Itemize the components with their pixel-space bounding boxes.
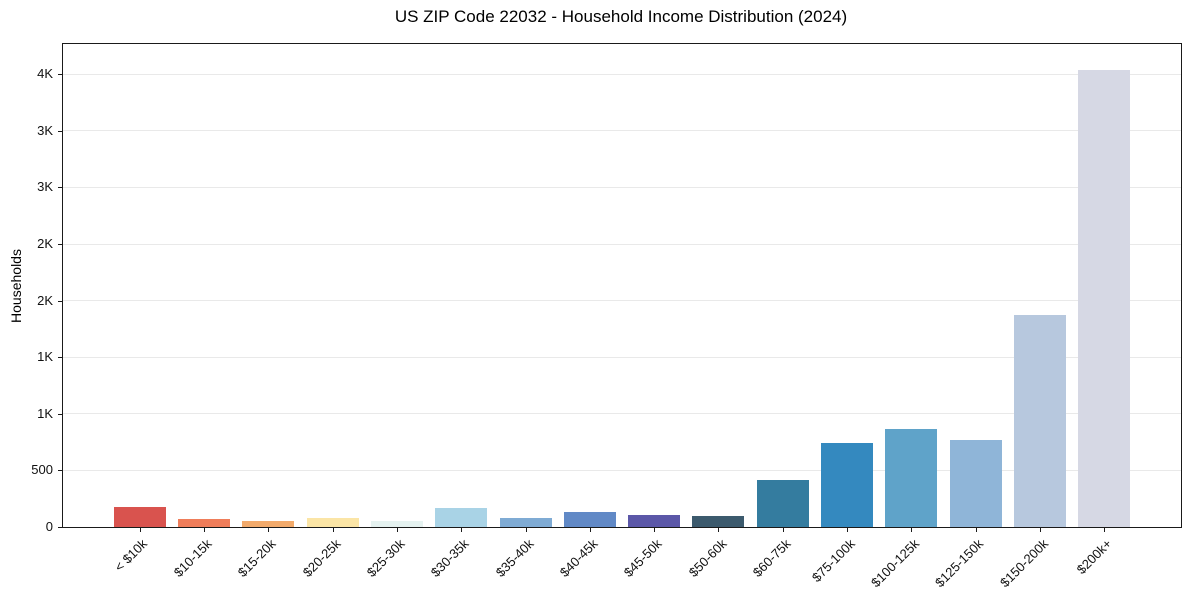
y-tick-label: 0: [45, 519, 53, 534]
gridline: [63, 413, 1181, 415]
chart-title: US ZIP Code 22032 - Household Income Dis…: [394, 7, 848, 26]
bar: [499, 518, 552, 527]
x-tick-label: < $10k: [111, 536, 151, 575]
y-tick-label: 500: [31, 462, 53, 478]
y-tick-mark: [58, 187, 62, 189]
bar: [821, 442, 874, 527]
y-axis-label: Households: [8, 249, 24, 323]
y-tick-label: 2K: [37, 292, 53, 308]
bar: [435, 507, 488, 527]
y-tick-label: 1K: [37, 349, 53, 365]
y-tick-mark: [58, 527, 62, 528]
x-tick-label: $10-15k: [170, 536, 215, 580]
x-tick-mark: [1104, 528, 1106, 532]
y-tick-mark: [58, 357, 62, 359]
x-tick-mark: [975, 528, 977, 532]
x-tick-mark: [782, 528, 784, 532]
y-tick-label: 3K: [37, 179, 53, 195]
x-tick-mark: [268, 528, 270, 532]
x-tick-label: $40-45k: [556, 536, 601, 580]
y-tick-mark: [58, 74, 62, 76]
x-tick-label: $35-40k: [492, 536, 537, 580]
gridline: [63, 300, 1181, 302]
bar: [885, 428, 938, 527]
bar: [306, 517, 359, 527]
x-tick-label: $20-25k: [299, 536, 344, 580]
y-tick-label: 2K: [37, 236, 53, 251]
gridline: [63, 186, 1181, 188]
gridline: [63, 73, 1181, 75]
bar: [949, 440, 1002, 527]
y-tick-mark: [58, 130, 62, 132]
bar: [692, 516, 745, 527]
x-tick-mark: [525, 528, 527, 532]
bar: [756, 480, 809, 527]
bar: [113, 507, 166, 527]
x-tick-mark: [847, 528, 849, 532]
bar: [177, 519, 230, 527]
bar: [628, 515, 681, 527]
x-tick-mark: [332, 528, 334, 532]
y-tick-label: 3K: [37, 122, 53, 138]
plot-area: < $10k $10-15k $15-20k $20-25k $25-30k $30-35…: [31, 43, 1182, 590]
x-tick-mark: [911, 528, 913, 532]
x-tick-label: $25-30k: [363, 536, 408, 580]
x-tick-label: $100-125k: [868, 536, 923, 590]
x-tick-label: $60-75k: [749, 536, 794, 580]
x-tick-label: $125-150k: [932, 536, 987, 590]
x-tick-mark: [396, 528, 398, 532]
y-tick-label: 1K: [37, 405, 53, 421]
x-tick-label: $150-200k: [996, 536, 1051, 590]
bar: [1078, 69, 1131, 527]
x-tick-mark: [589, 528, 591, 532]
y-tick-mark: [58, 470, 62, 472]
bar: [370, 521, 423, 527]
gridline: [63, 469, 1181, 471]
x-tick-label: $50-60k: [685, 536, 730, 580]
y-tick-label: 4K: [37, 66, 53, 82]
y-tick-mark: [58, 300, 62, 302]
gridline: [63, 130, 1181, 132]
bar: [1014, 314, 1067, 527]
bar: [242, 520, 295, 527]
bar: [563, 512, 616, 527]
x-tick-mark: [139, 528, 141, 532]
x-tick-label: $200k+: [1074, 536, 1116, 578]
x-tick-label: $75-100k: [808, 536, 858, 585]
gridline: [63, 243, 1181, 245]
x-tick-mark: [203, 528, 205, 532]
x-tick-mark: [1040, 528, 1042, 532]
x-tick-label: $30-35k: [427, 536, 472, 580]
gridline: [63, 356, 1181, 358]
x-tick-label: $45-50k: [620, 536, 665, 580]
x-tick-mark: [718, 528, 720, 532]
x-tick-label: $15-20k: [234, 536, 279, 580]
x-tick-mark: [654, 528, 656, 532]
y-tick-mark: [58, 244, 62, 245]
x-tick-mark: [461, 528, 463, 532]
y-tick-mark: [58, 413, 62, 415]
